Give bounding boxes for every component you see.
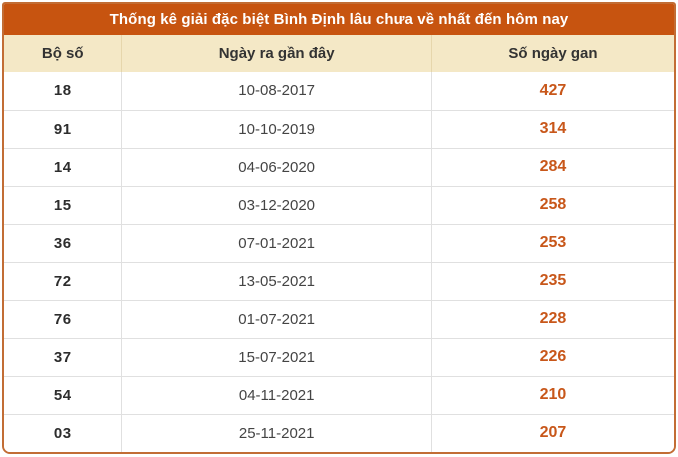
- column-header-ngay-ra-gan-day: Ngày ra gần đây: [121, 35, 432, 72]
- table-body: 18 10-08-2017 427 91 10-10-2019 314 14 04-06-20…: [4, 72, 674, 452]
- cell-bo-so: 18: [4, 72, 122, 110]
- cell-ngay-ra-gan-day: 10-10-2019: [121, 109, 432, 148]
- table-row: 76 01-07-2021 228: [4, 299, 674, 338]
- table-row: 03 25-11-2021 207: [4, 413, 674, 452]
- table-row: 18 10-08-2017 427: [4, 72, 674, 110]
- cell-ngay-ra-gan-day: 01-07-2021: [121, 299, 432, 338]
- cell-ngay-ra-gan-day: 03-12-2020: [121, 185, 432, 224]
- cell-bo-so: 36: [4, 223, 122, 262]
- table-row: 91 10-10-2019 314: [4, 109, 674, 148]
- cell-ngay-ra-gan-day: 04-06-2020: [121, 147, 432, 186]
- cell-ngay-ra-gan-day: 10-08-2017: [121, 72, 432, 110]
- table-row: 36 07-01-2021 253: [4, 223, 674, 262]
- column-header-bo-so: Bộ số: [4, 35, 122, 72]
- cell-bo-so: 91: [4, 109, 122, 148]
- cell-so-ngay-gan: 427: [430, 72, 674, 110]
- cell-bo-so: 54: [4, 375, 122, 414]
- cell-so-ngay-gan: 284: [430, 147, 674, 186]
- cell-ngay-ra-gan-day: 25-11-2021: [121, 413, 432, 452]
- cell-bo-so: 15: [4, 185, 122, 224]
- table-row: 72 13-05-2021 235: [4, 261, 674, 300]
- header-row: Bộ số Ngày ra gần đây Số ngày gan: [4, 35, 674, 72]
- cell-so-ngay-gan: 314: [430, 109, 674, 148]
- cell-so-ngay-gan: 226: [430, 337, 674, 376]
- cell-so-ngay-gan: 210: [430, 375, 674, 414]
- statistics-table: Bộ số Ngày ra gần đây Số ngày gan 18 10-0…: [4, 35, 674, 452]
- cell-ngay-ra-gan-day: 07-01-2021: [121, 223, 432, 262]
- cell-so-ngay-gan: 253: [430, 223, 674, 262]
- table-row: 37 15-07-2021 226: [4, 337, 674, 376]
- cell-so-ngay-gan: 235: [430, 261, 674, 300]
- table-header: Bộ số Ngày ra gần đây Số ngày gan: [4, 35, 674, 72]
- table-row: 14 04-06-2020 284: [4, 147, 674, 186]
- cell-ngay-ra-gan-day: 15-07-2021: [121, 337, 432, 376]
- cell-so-ngay-gan: 207: [430, 413, 674, 452]
- cell-bo-so: 14: [4, 147, 122, 186]
- cell-bo-so: 76: [4, 299, 122, 338]
- cell-bo-so: 72: [4, 261, 122, 300]
- panel-title: Thống kê giải đặc biệt Bình Định lâu chư…: [4, 4, 674, 35]
- cell-so-ngay-gan: 228: [430, 299, 674, 338]
- cell-ngay-ra-gan-day: 13-05-2021: [121, 261, 432, 300]
- cell-bo-so: 03: [4, 413, 122, 452]
- cell-ngay-ra-gan-day: 04-11-2021: [121, 375, 432, 414]
- table-row: 54 04-11-2021 210: [4, 375, 674, 414]
- cell-bo-so: 37: [4, 337, 122, 376]
- table-row: 15 03-12-2020 258: [4, 185, 674, 224]
- cell-so-ngay-gan: 258: [430, 185, 674, 224]
- column-header-so-ngay-gan: Số ngày gan: [430, 35, 674, 72]
